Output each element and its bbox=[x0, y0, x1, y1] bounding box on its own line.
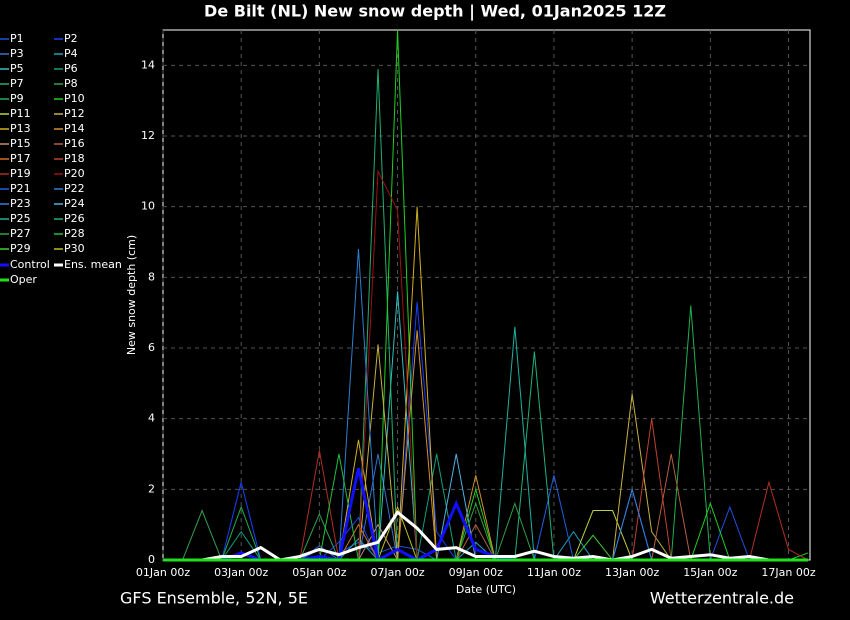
y-axis-label: New snow depth (cm) bbox=[125, 235, 138, 355]
plot-frame bbox=[162, 29, 811, 561]
legend: P1 P2 P3 P4 P5 P6 P7 P8 P9 P10 P11 P12 P13 P14 P15 P16 P… bbox=[0, 32, 122, 286]
legend-label: P8 bbox=[64, 77, 78, 90]
legend-label: P9 bbox=[10, 92, 24, 105]
series-lines bbox=[163, 29, 809, 563]
legend-label: P26 bbox=[64, 212, 85, 225]
legend-label: P6 bbox=[64, 62, 78, 75]
y-tick-label: 8 bbox=[148, 270, 155, 283]
legend-label: P14 bbox=[64, 122, 85, 135]
legend-label: P5 bbox=[10, 62, 24, 75]
legend-label: P3 bbox=[10, 47, 24, 60]
y-tick-label: 4 bbox=[148, 412, 155, 425]
legend-label: Oper bbox=[10, 273, 37, 286]
legend-label: P30 bbox=[64, 242, 85, 255]
legend-label: P19 bbox=[10, 167, 31, 180]
y-tick-label: 6 bbox=[148, 341, 155, 354]
x-tick-label: 17Jan 00z bbox=[761, 566, 815, 579]
chart-title: De Bilt (NL) New snow depth | Wed, 01Jan… bbox=[204, 2, 666, 22]
y-tick-label: 12 bbox=[141, 129, 155, 142]
legend-label: P15 bbox=[10, 137, 31, 150]
series-line bbox=[163, 510, 809, 562]
legend-label: P7 bbox=[10, 77, 24, 90]
legend-label: P21 bbox=[10, 182, 31, 195]
footer-left: GFS Ensemble, 52N, 5E bbox=[120, 589, 308, 608]
x-tick-label: 05Jan 00z bbox=[292, 566, 346, 579]
x-axis-label: Date (UTC) bbox=[456, 583, 516, 596]
grid bbox=[162, 30, 810, 561]
footer-right: Wetterzentrale.de bbox=[650, 589, 794, 608]
legend-label: P10 bbox=[64, 92, 85, 105]
legend-label: P12 bbox=[64, 107, 85, 120]
legend-label: P1 bbox=[10, 32, 24, 45]
legend-label: P4 bbox=[64, 47, 78, 60]
legend-label: P23 bbox=[10, 197, 31, 210]
legend-label: P25 bbox=[10, 212, 31, 225]
x-tick-label: 03Jan 00z bbox=[214, 566, 268, 579]
legend-label: Control bbox=[10, 258, 50, 271]
legend-label: P17 bbox=[10, 152, 31, 165]
x-tick-label: 11Jan 00z bbox=[527, 566, 581, 579]
legend-label: P18 bbox=[64, 152, 85, 165]
legend-label: P13 bbox=[10, 122, 31, 135]
legend-label: P27 bbox=[10, 227, 31, 240]
legend-label: P2 bbox=[64, 32, 78, 45]
x-tick-label: 01Jan 00z bbox=[136, 566, 190, 579]
y-tick-label: 2 bbox=[148, 482, 155, 495]
x-tick-label: 09Jan 00z bbox=[449, 566, 503, 579]
legend-label: P24 bbox=[64, 197, 85, 210]
x-tick-label: 13Jan 00z bbox=[605, 566, 659, 579]
legend-label: P29 bbox=[10, 242, 31, 255]
y-tick-label: 14 bbox=[141, 58, 155, 71]
legend-label: P11 bbox=[10, 107, 31, 120]
x-tick-label: 07Jan 00z bbox=[370, 566, 424, 579]
legend-label: P20 bbox=[64, 167, 85, 180]
legend-label: P28 bbox=[64, 227, 85, 240]
x-tick-label: 15Jan 00z bbox=[683, 566, 737, 579]
y-tick-label: 10 bbox=[141, 200, 155, 213]
legend-label: P22 bbox=[64, 182, 85, 195]
y-tick-label: 0 bbox=[148, 553, 155, 566]
legend-label: P16 bbox=[64, 137, 85, 150]
legend-label: Ens. mean bbox=[64, 258, 122, 271]
